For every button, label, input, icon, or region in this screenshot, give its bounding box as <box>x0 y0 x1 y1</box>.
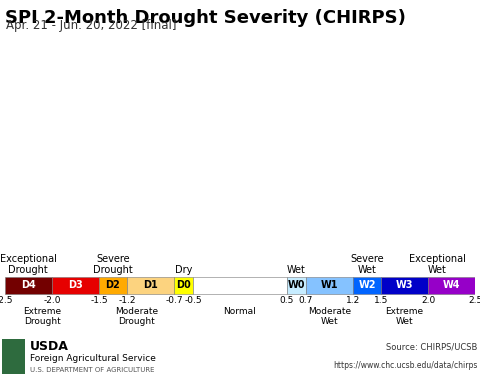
Bar <box>193 277 287 294</box>
Text: Moderate
Wet: Moderate Wet <box>308 307 351 326</box>
Bar <box>52 277 99 294</box>
Text: Severe
Wet: Severe Wet <box>350 254 384 275</box>
Bar <box>174 277 193 294</box>
Text: U.S. DEPARTMENT OF AGRICULTURE: U.S. DEPARTMENT OF AGRICULTURE <box>30 368 154 374</box>
Bar <box>5 277 52 294</box>
Text: 2.5: 2.5 <box>468 296 480 305</box>
Text: https://www.chc.ucsb.edu/data/chirps: https://www.chc.ucsb.edu/data/chirps <box>333 360 478 369</box>
Text: 1.2: 1.2 <box>346 296 360 305</box>
Text: W0: W0 <box>288 280 305 291</box>
Text: W2: W2 <box>358 280 376 291</box>
Text: D1: D1 <box>143 280 158 291</box>
Text: 0.5: 0.5 <box>280 296 294 305</box>
Text: Foreign Agricultural Service: Foreign Agricultural Service <box>30 354 156 363</box>
Bar <box>2 339 25 374</box>
Text: -1.2: -1.2 <box>119 296 136 305</box>
Text: -0.5: -0.5 <box>184 296 202 305</box>
Text: W1: W1 <box>321 280 338 291</box>
Text: Apr. 21 - Jun. 20, 2022 [final]: Apr. 21 - Jun. 20, 2022 [final] <box>6 19 176 32</box>
Text: -1.5: -1.5 <box>90 296 108 305</box>
Text: -0.7: -0.7 <box>165 296 183 305</box>
Text: 1.5: 1.5 <box>374 296 388 305</box>
Text: D3: D3 <box>68 280 83 291</box>
Text: Source: CHIRPS/UCSB: Source: CHIRPS/UCSB <box>386 342 478 351</box>
Text: W3: W3 <box>396 280 413 291</box>
Text: USDA: USDA <box>30 340 69 353</box>
Text: Severe
Drought: Severe Drought <box>93 254 133 275</box>
Text: D4: D4 <box>21 280 36 291</box>
Text: D0: D0 <box>176 280 191 291</box>
Bar <box>127 277 174 294</box>
Bar <box>428 277 475 294</box>
Text: Moderate
Drought: Moderate Drought <box>115 307 158 326</box>
Bar <box>99 277 127 294</box>
Bar <box>353 277 381 294</box>
Text: 2.0: 2.0 <box>421 296 435 305</box>
Text: D2: D2 <box>106 280 120 291</box>
Bar <box>381 277 428 294</box>
Text: Exceptional
Drought: Exceptional Drought <box>0 254 57 275</box>
Text: Wet: Wet <box>287 265 306 275</box>
Text: Extreme
Drought: Extreme Drought <box>24 307 61 326</box>
Text: Normal: Normal <box>224 307 256 316</box>
Text: W4: W4 <box>443 280 460 291</box>
Text: Exceptional
Wet: Exceptional Wet <box>409 254 466 275</box>
Text: Extreme
Wet: Extreme Wet <box>385 307 424 326</box>
Bar <box>306 277 353 294</box>
Text: -2.0: -2.0 <box>43 296 60 305</box>
Text: -2.5: -2.5 <box>0 296 13 305</box>
Text: SPI 2-Month Drought Severity (CHIRPS): SPI 2-Month Drought Severity (CHIRPS) <box>5 9 406 28</box>
Text: 0.7: 0.7 <box>299 296 313 305</box>
Text: Dry: Dry <box>175 265 192 275</box>
Bar <box>287 277 306 294</box>
